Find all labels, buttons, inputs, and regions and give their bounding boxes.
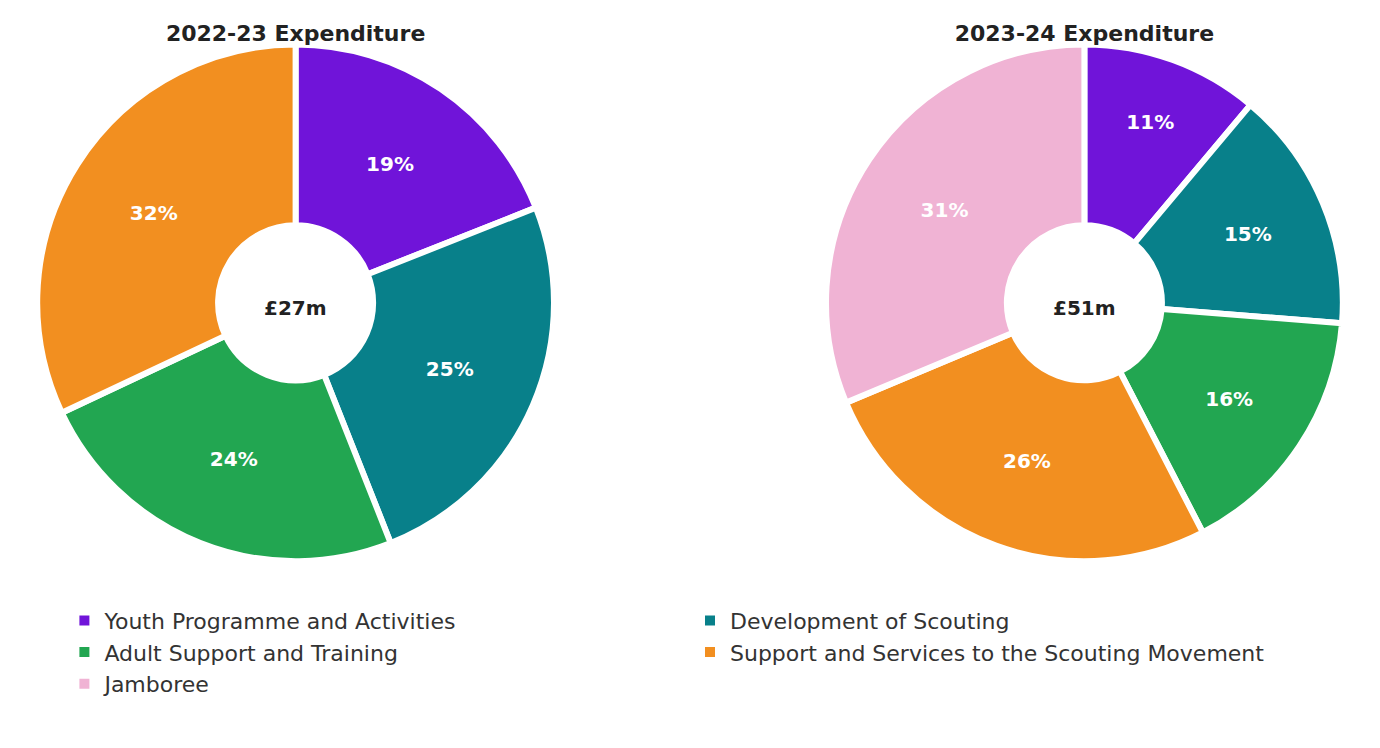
svg-text:Adult Support and Training: Adult Support and Training xyxy=(104,641,397,666)
svg-text:2023-24 Expenditure: 2023-24 Expenditure xyxy=(955,21,1214,46)
svg-text:£27m: £27m xyxy=(264,296,327,320)
svg-text:2022-23 Expenditure: 2022-23 Expenditure xyxy=(166,21,425,46)
svg-text:31%: 31% xyxy=(921,198,969,222)
svg-text:32%: 32% xyxy=(130,201,178,225)
svg-text:24%: 24% xyxy=(210,447,258,471)
svg-text:Youth Programme and Activities: Youth Programme and Activities xyxy=(103,609,455,634)
svg-text:Development of Scouting: Development of Scouting xyxy=(730,609,1009,634)
svg-text:26%: 26% xyxy=(1003,449,1051,473)
svg-text:11%: 11% xyxy=(1126,110,1174,134)
svg-text:£51m: £51m xyxy=(1053,296,1116,320)
svg-text:19%: 19% xyxy=(366,152,414,176)
svg-text:16%: 16% xyxy=(1205,387,1253,411)
svg-text:15%: 15% xyxy=(1224,222,1272,246)
svg-text:25%: 25% xyxy=(426,357,474,381)
svg-text:Support and Services to the Sc: Support and Services to the Scouting Mov… xyxy=(730,641,1264,666)
svg-text:Jamboree: Jamboree xyxy=(102,672,208,697)
